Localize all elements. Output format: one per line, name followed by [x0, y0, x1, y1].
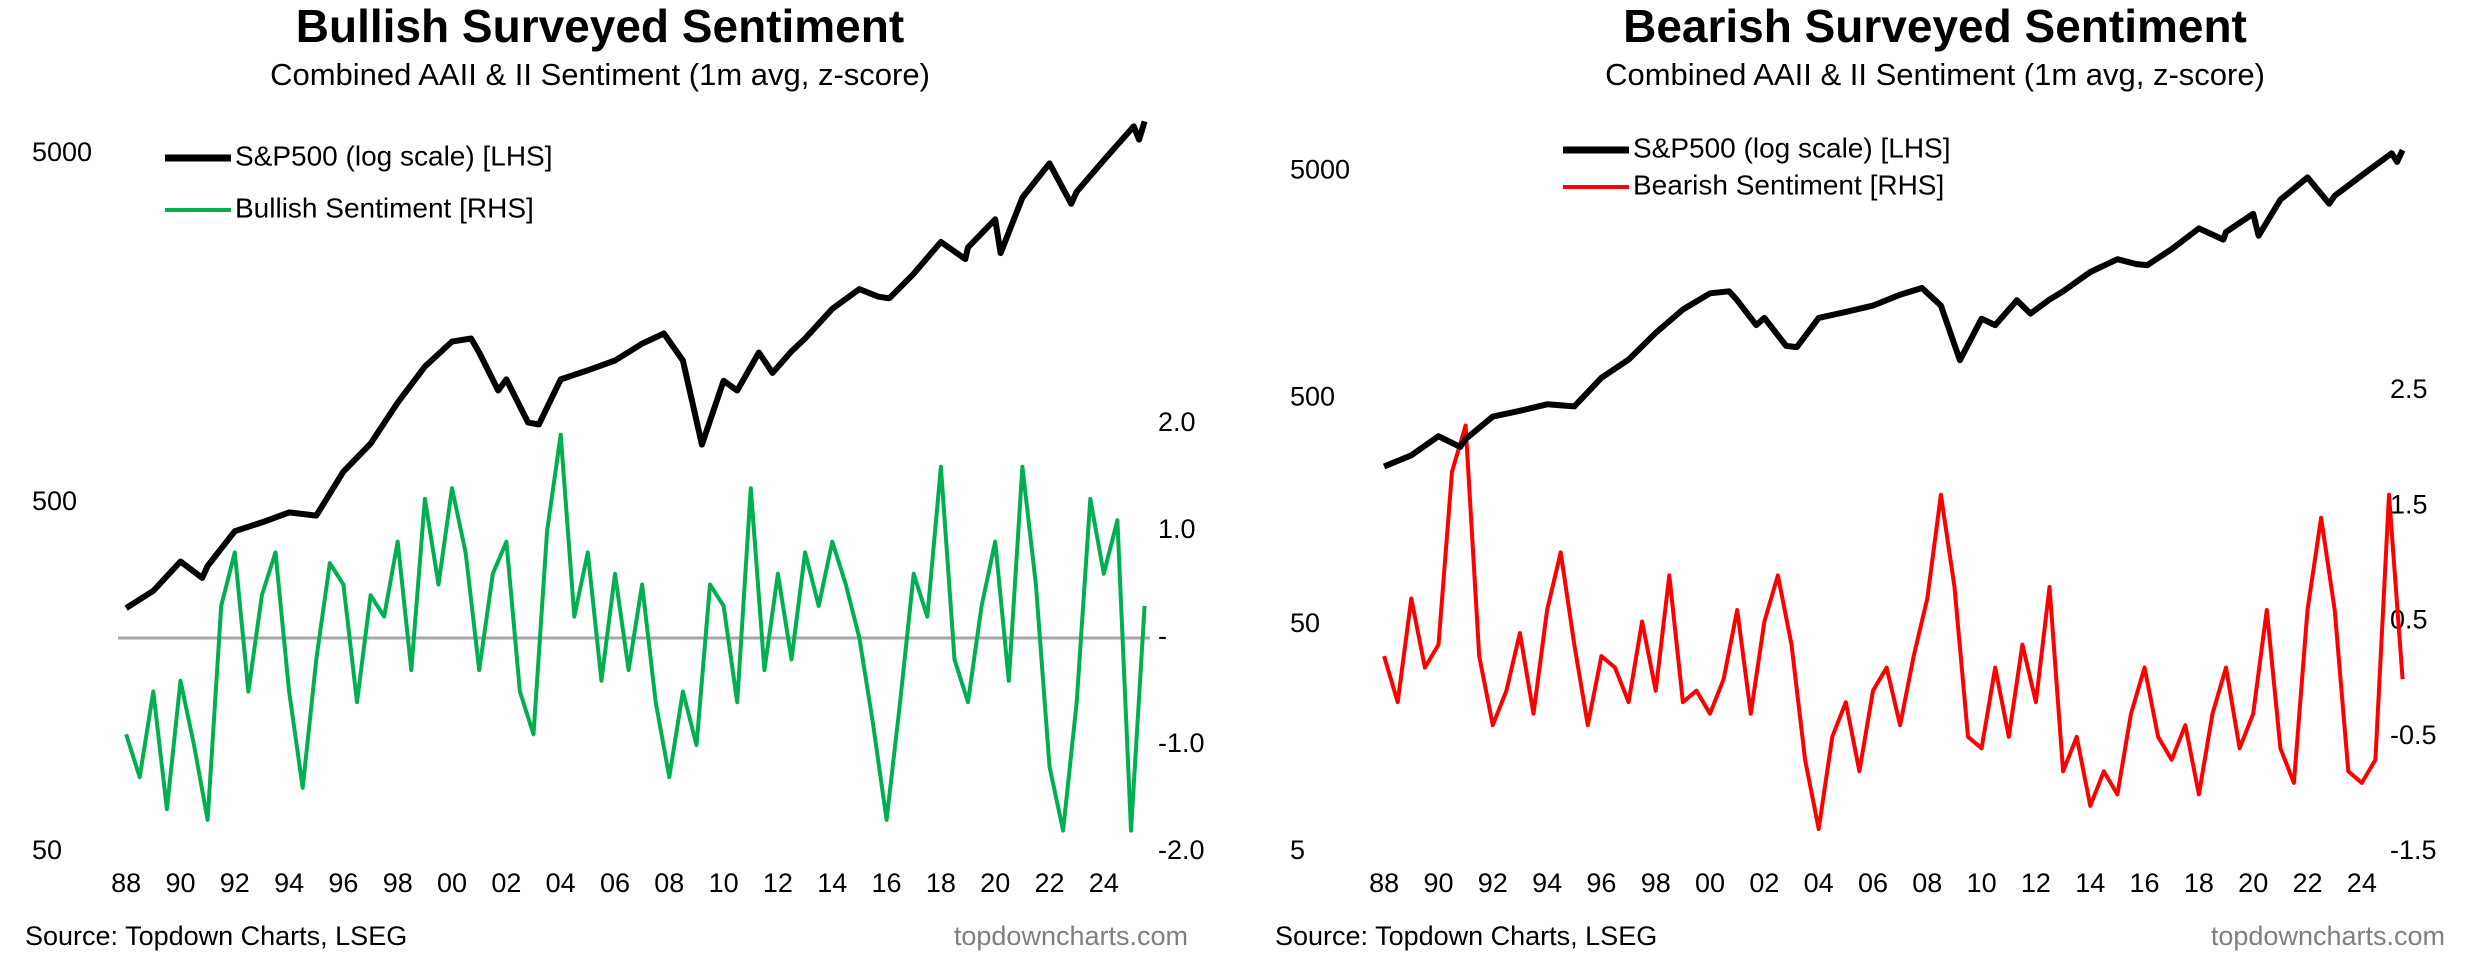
x-tick-label: 12	[763, 868, 793, 898]
y2-tick-label: -1.5	[2390, 835, 2437, 865]
x-tick-label: 88	[111, 868, 141, 898]
x-tick-label: 00	[1695, 868, 1725, 898]
x-tick-label: 24	[2347, 868, 2377, 898]
x-tick-label: 14	[817, 868, 847, 898]
x-tick-label: 00	[437, 868, 467, 898]
y-tick-label: 50	[1290, 608, 1320, 638]
chart-subtitle: Combined AAII & II Sentiment (1m avg, z-…	[270, 57, 930, 92]
y-tick-label: 500	[1290, 381, 1335, 411]
x-tick-label: 06	[600, 868, 630, 898]
y2-tick-label: 2.5	[2390, 374, 2428, 404]
x-tick-label: 02	[1749, 868, 1779, 898]
legend-label: S&P500 (log scale) [LHS]	[235, 140, 553, 171]
series-line	[124, 120, 1148, 611]
x-tick-label: 92	[220, 868, 250, 898]
x-tick-label: 94	[1532, 868, 1562, 898]
chart-title: Bullish Surveyed Sentiment	[296, 0, 904, 52]
x-tick-label: 18	[2184, 868, 2214, 898]
y2-tick-label: -0.5	[2390, 720, 2437, 750]
x-tick-label: 90	[165, 868, 195, 898]
watermark: topdowncharts.com	[2211, 921, 2445, 951]
y2-tick-label: 2.0	[1158, 407, 1196, 437]
x-tick-label: 96	[1586, 868, 1616, 898]
x-tick-label: 12	[2021, 868, 2051, 898]
series-line	[1382, 423, 2405, 831]
watermark: topdowncharts.com	[954, 921, 1188, 951]
x-tick-label: 20	[2238, 868, 2268, 898]
x-tick-label: 16	[2130, 868, 2160, 898]
x-tick-label: 10	[709, 868, 739, 898]
y-tick-label: 5	[1290, 835, 1305, 865]
y2-tick-label: -2.0	[1158, 835, 1205, 865]
x-tick-label: 92	[1478, 868, 1508, 898]
x-tick-label: 98	[1641, 868, 1671, 898]
x-tick-label: 14	[2075, 868, 2105, 898]
x-tick-label: 04	[546, 868, 576, 898]
x-tick-label: 90	[1423, 868, 1453, 898]
x-tick-label: 02	[491, 868, 521, 898]
source: Source: Topdown Charts, LSEG	[25, 921, 407, 951]
y-tick-label: 5000	[1290, 154, 1350, 184]
chart-subtitle: Combined AAII & II Sentiment (1m avg, z-…	[1605, 57, 2265, 92]
legend-label: Bullish Sentiment [RHS]	[235, 192, 534, 223]
x-tick-label: 04	[1804, 868, 1834, 898]
source: Source: Topdown Charts, LSEG	[1275, 921, 1657, 951]
chart-title: Bearish Surveyed Sentiment	[1623, 0, 2247, 52]
x-tick-label: 98	[383, 868, 413, 898]
x-tick-label: 94	[274, 868, 304, 898]
x-tick-label: 16	[872, 868, 902, 898]
y-tick-label: 50	[32, 835, 62, 865]
x-tick-label: 96	[328, 868, 358, 898]
x-tick-label: 08	[654, 868, 684, 898]
series-line	[1382, 148, 2406, 470]
legend-label: Bearish Sentiment [RHS]	[1633, 169, 1944, 200]
series-line	[124, 432, 1147, 833]
x-tick-label: 06	[1858, 868, 1888, 898]
x-tick-label: 20	[980, 868, 1010, 898]
x-tick-label: 08	[1912, 868, 1942, 898]
y-tick-label: 500	[32, 486, 77, 516]
x-tick-label: 22	[2292, 868, 2322, 898]
x-tick-label: 22	[1034, 868, 1064, 898]
y2-tick-label: -1.0	[1158, 728, 1205, 758]
x-tick-label: 10	[1967, 868, 1997, 898]
legend-label: S&P500 (log scale) [LHS]	[1633, 132, 1951, 163]
x-tick-label: 24	[1089, 868, 1119, 898]
y2-tick-label: -	[1158, 621, 1167, 651]
y2-tick-label: 1.5	[2390, 489, 2428, 519]
x-tick-label: 88	[1369, 868, 1399, 898]
y2-tick-label: 1.0	[1158, 514, 1196, 544]
x-tick-label: 18	[926, 868, 956, 898]
y-tick-label: 5000	[32, 137, 92, 167]
